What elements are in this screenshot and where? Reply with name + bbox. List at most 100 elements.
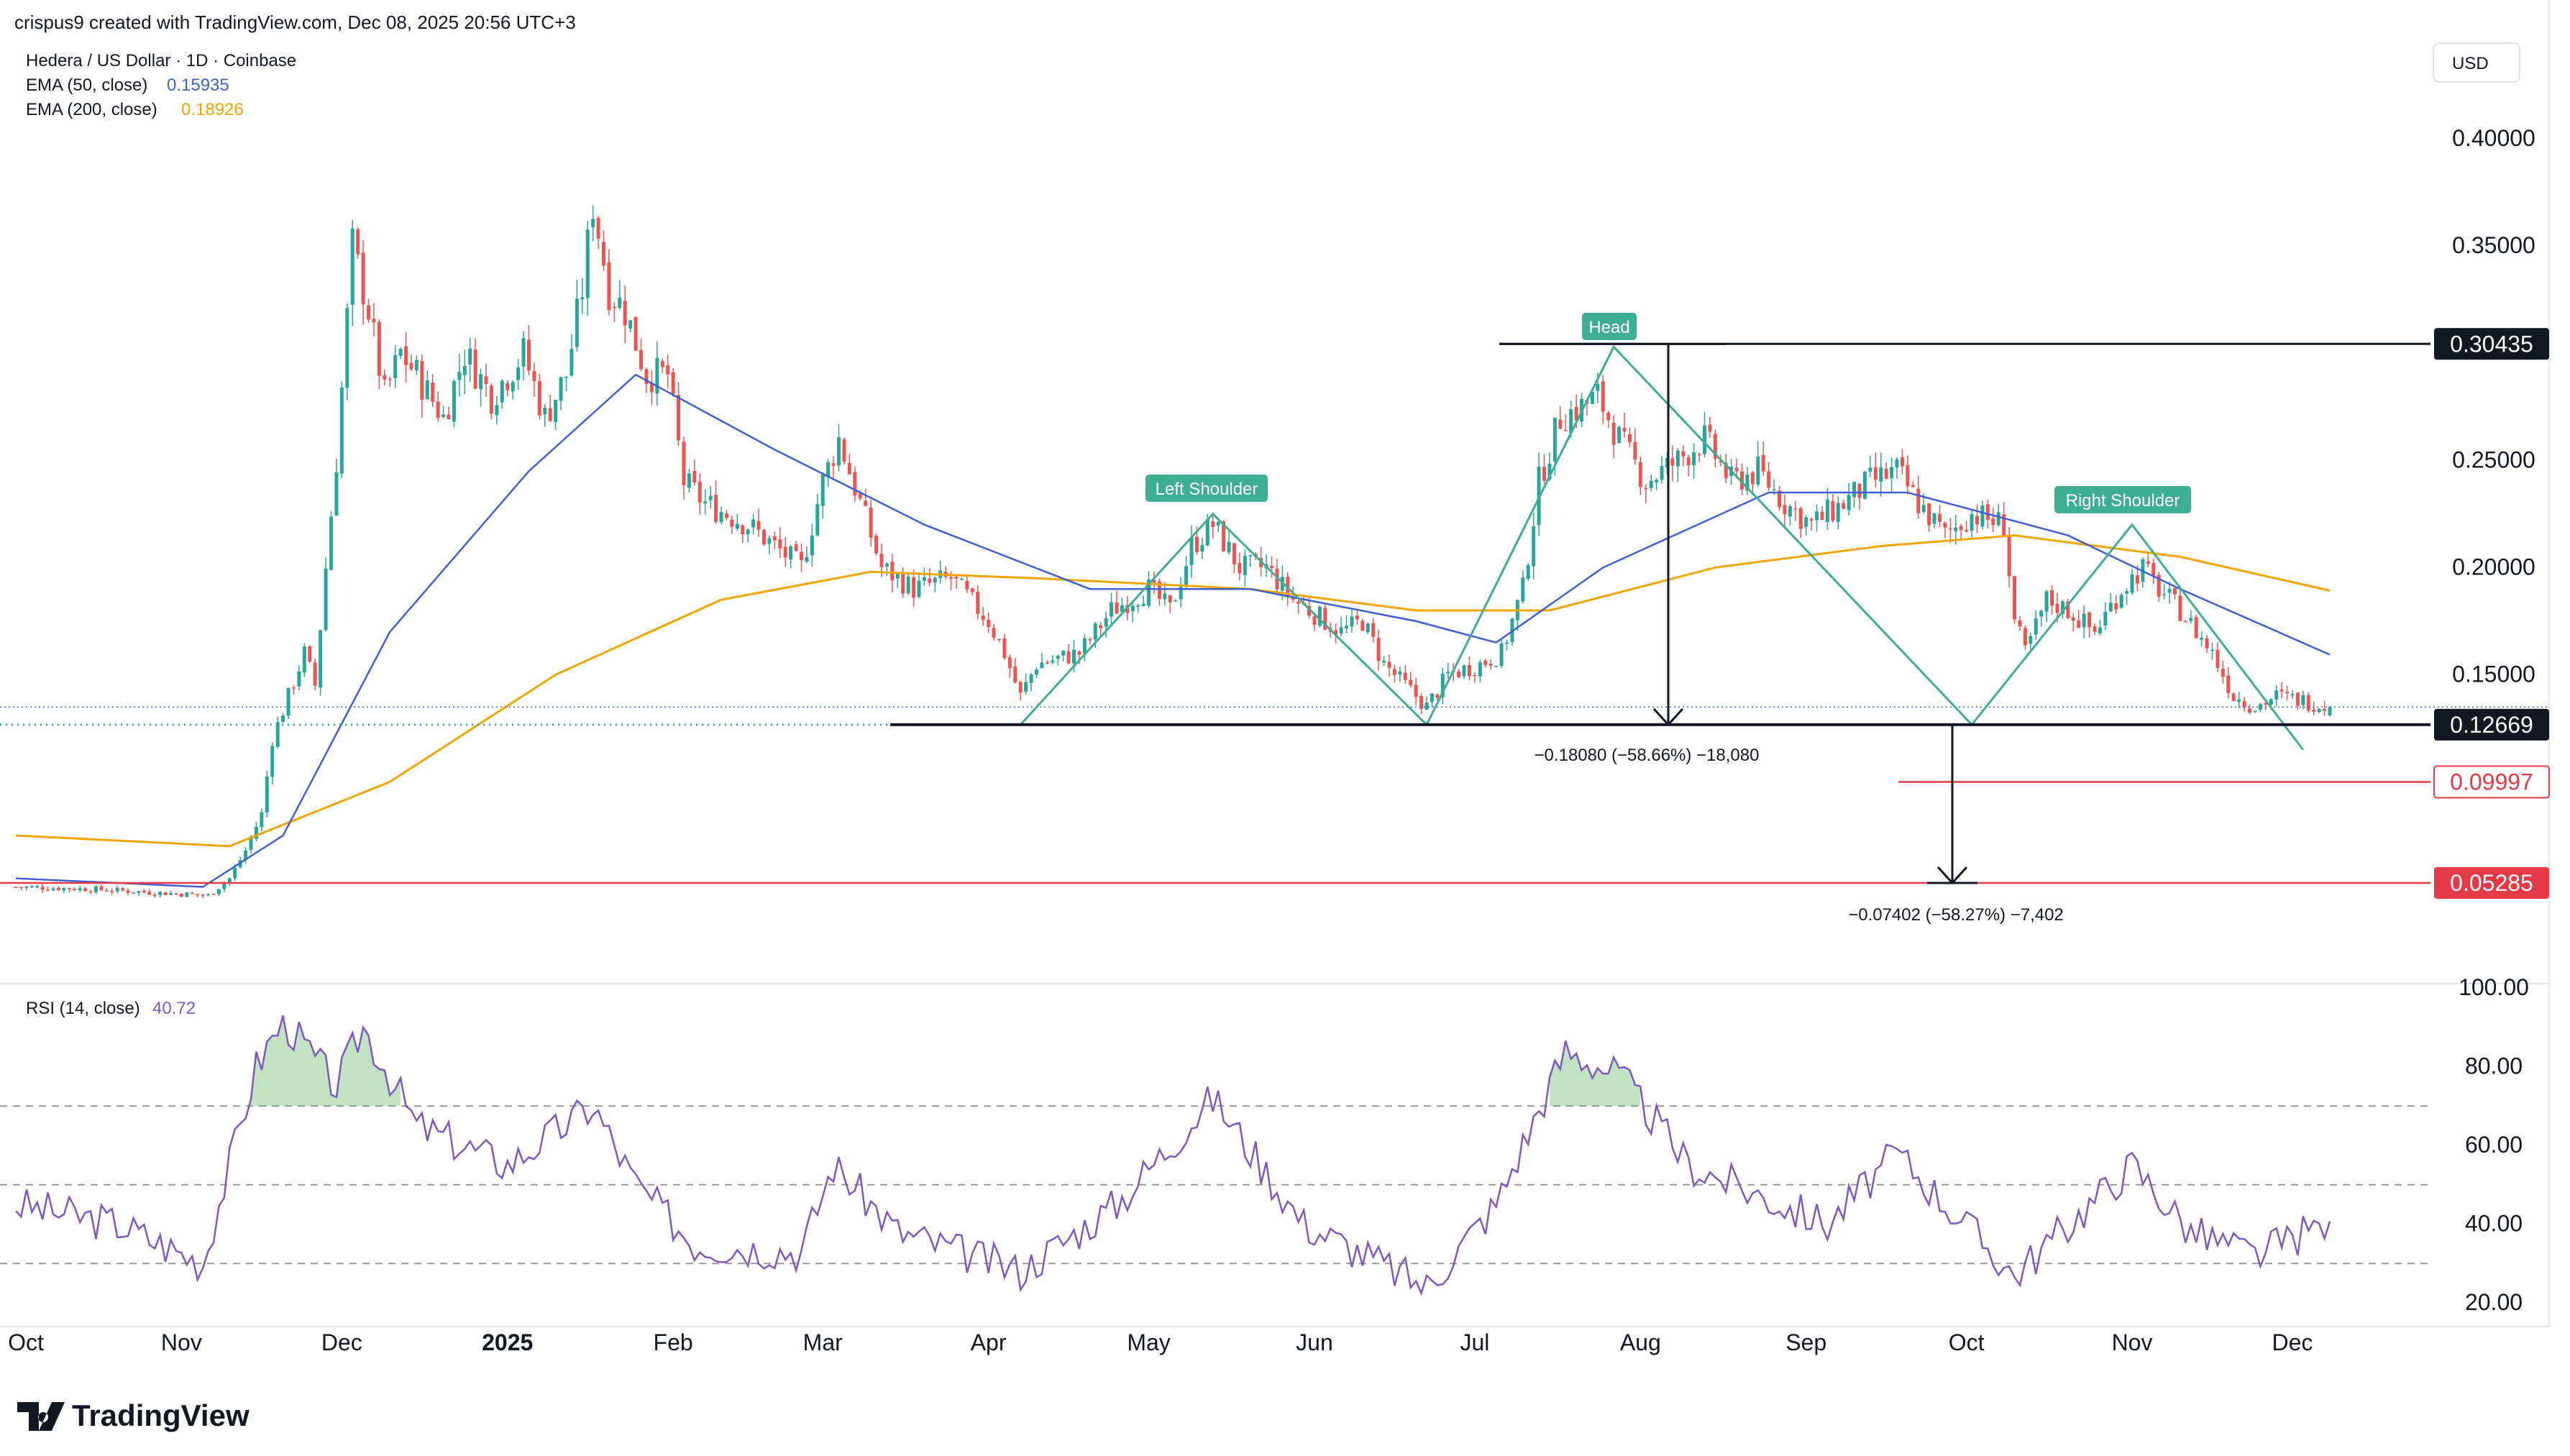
- candle-body: [40, 887, 45, 890]
- candle-body: [746, 529, 750, 534]
- candle-body: [677, 395, 681, 441]
- candle-body: [1174, 600, 1178, 602]
- candle-body: [1809, 518, 1814, 521]
- candle-body: [1675, 450, 1680, 467]
- candle-body: [1029, 674, 1033, 683]
- candle-body: [1601, 381, 1605, 412]
- candle-body: [2039, 610, 2044, 617]
- currency-button[interactable]: [2433, 42, 2520, 83]
- candle-body: [1462, 665, 1466, 677]
- candle-body: [602, 242, 606, 266]
- candle-body: [152, 894, 157, 897]
- candle-body: [1644, 487, 1648, 490]
- currency-label: USD: [2452, 54, 2489, 73]
- candle-body: [174, 893, 178, 895]
- candle-body: [2050, 590, 2054, 606]
- candle-body: [1248, 555, 1253, 557]
- candle-body: [1066, 651, 1071, 664]
- candle-body: [987, 620, 991, 627]
- candle-body: [1382, 660, 1386, 663]
- candle-body: [29, 886, 34, 888]
- candle-body: [1943, 523, 1947, 528]
- candle-body: [1649, 480, 1653, 488]
- price-level-badge: [2433, 765, 2550, 799]
- candle-body: [2044, 591, 2049, 612]
- candle-body: [1339, 627, 1343, 634]
- candle-body: [425, 380, 429, 399]
- candle-body: [2114, 603, 2118, 610]
- candle-body: [1077, 651, 1081, 655]
- candle-body: [826, 462, 831, 477]
- candle-body: [1778, 490, 1782, 508]
- candle-body: [623, 301, 627, 326]
- time-tick-label: Mar: [803, 1329, 843, 1355]
- candle-body: [2066, 601, 2070, 618]
- candle-body: [1670, 458, 1675, 466]
- candle-body: [169, 893, 173, 895]
- candle-body: [265, 776, 269, 813]
- candle-body: [1761, 454, 1765, 472]
- candle-body: [51, 888, 55, 891]
- candle-body: [297, 671, 301, 687]
- candle-body: [2007, 536, 2011, 577]
- candle-body: [73, 889, 77, 891]
- candle-body: [179, 894, 183, 897]
- pattern-label-box: [1145, 475, 1268, 502]
- candle-body: [88, 891, 93, 893]
- candle-body: [2082, 613, 2086, 628]
- candle-body: [431, 382, 435, 402]
- candle-body: [115, 887, 119, 892]
- measure-1-label: −0.18080 (−58.66%) −18,080: [1535, 746, 1760, 765]
- candle-body: [1756, 456, 1760, 485]
- candle-body: [1387, 661, 1391, 668]
- candle-body: [1713, 434, 1717, 459]
- candle-body: [1392, 669, 1396, 675]
- candle-body: [756, 521, 761, 530]
- candle-body: [1965, 530, 1969, 532]
- candle-body: [185, 892, 189, 897]
- candle-body: [2306, 695, 2310, 711]
- candle-body: [270, 746, 275, 777]
- candle-body: [99, 886, 104, 890]
- candle-body: [1927, 503, 1931, 526]
- candle-body: [2178, 595, 2182, 621]
- candle-body: [147, 892, 152, 895]
- candle-body: [83, 888, 88, 892]
- candle-body: [708, 495, 713, 500]
- candle-body: [1954, 527, 1958, 532]
- candle-body: [575, 298, 579, 347]
- candle-body: [2119, 595, 2123, 608]
- candle-body: [1141, 603, 1145, 606]
- candle-body: [2248, 708, 2252, 713]
- candle-body: [1825, 499, 1829, 523]
- candle-body: [1627, 434, 1632, 442]
- rsi-tick-label: 100.00: [2459, 974, 2529, 1000]
- candle-body: [682, 441, 686, 485]
- candle-body: [1104, 618, 1108, 627]
- candle-body: [1895, 459, 1899, 468]
- candle-body: [2077, 620, 2081, 628]
- candle-body: [735, 523, 739, 529]
- candle-body: [815, 504, 820, 536]
- candle-body: [1820, 511, 1824, 520]
- candle-body: [1552, 417, 1557, 462]
- price-tick-label: 0.35000: [2452, 232, 2535, 258]
- candle-body: [1002, 638, 1007, 659]
- candle-body: [2071, 617, 2075, 621]
- candle-body: [121, 888, 125, 891]
- candle-body: [1467, 665, 1471, 677]
- ema50-label: EMA (50, close): [26, 75, 147, 95]
- candle-body: [1617, 426, 1622, 444]
- candle-body: [1323, 608, 1327, 630]
- candle-body: [810, 535, 814, 556]
- candle-body: [2034, 618, 2038, 635]
- candle-body: [1110, 602, 1114, 617]
- candle-body: [442, 414, 446, 418]
- candle-body: [660, 360, 664, 367]
- tradingview-logo[interactable]: TradingView: [17, 1398, 250, 1432]
- candle-body: [1665, 457, 1669, 468]
- candle-body: [2215, 649, 2220, 669]
- candle-body: [2151, 562, 2156, 576]
- candle-body: [853, 472, 857, 496]
- candle-body: [730, 519, 734, 527]
